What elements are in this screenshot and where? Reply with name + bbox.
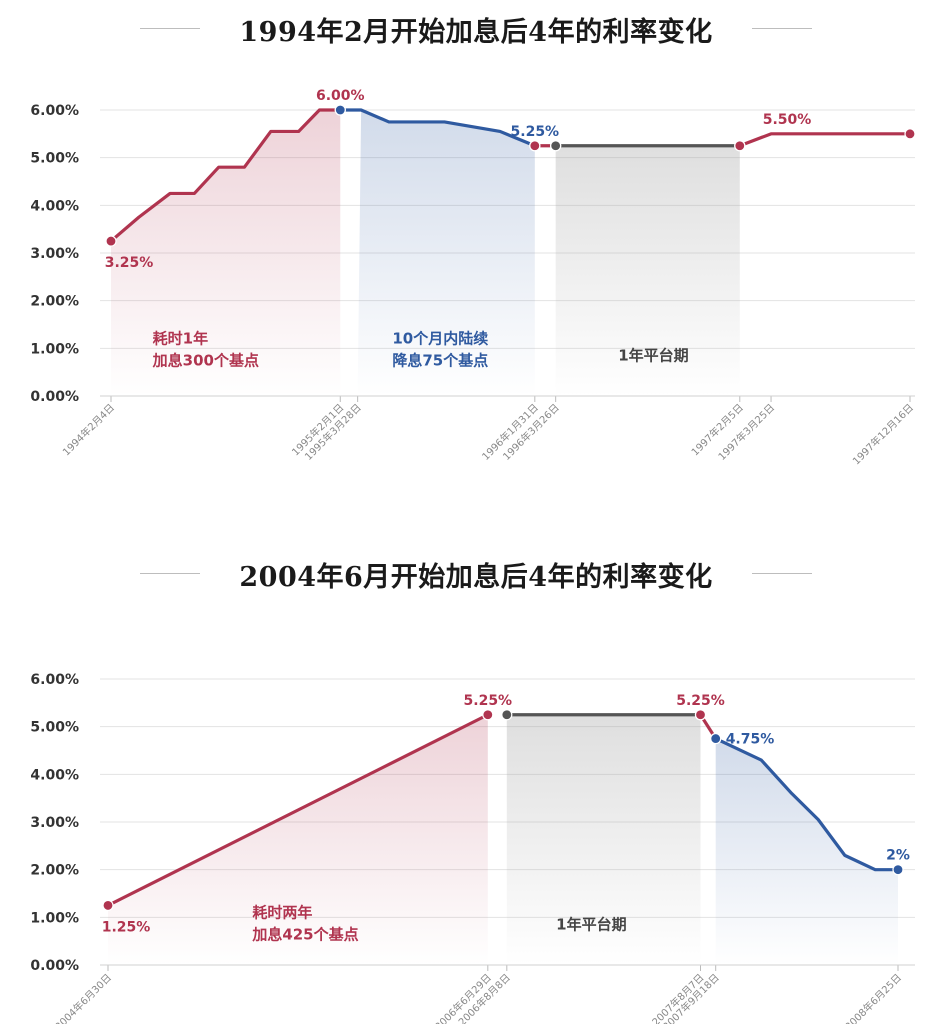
y-tick-label: 6.00% bbox=[30, 672, 79, 688]
data-label: 5.25% bbox=[676, 693, 725, 709]
data-label: 6.00% bbox=[316, 88, 365, 104]
x-tick-label: 2007年9月18日 bbox=[660, 971, 722, 1024]
data-point bbox=[102, 899, 114, 912]
y-tick-label: 4.00% bbox=[30, 198, 79, 214]
series-line-hike bbox=[109, 108, 341, 243]
annotation-text: 加息425个基点 bbox=[251, 925, 358, 943]
annotation-text: 10个月内陆续 bbox=[392, 330, 488, 348]
area-band-blue bbox=[715, 738, 898, 965]
data-point bbox=[105, 235, 117, 247]
data-label: 2% bbox=[886, 848, 910, 864]
data-point bbox=[710, 732, 722, 745]
data-point bbox=[904, 128, 916, 140]
y-tick-label: 5.00% bbox=[30, 720, 79, 736]
area-band-red bbox=[108, 714, 488, 965]
series-line-hike bbox=[107, 713, 489, 907]
x-tick-label: 1997年3月25日 bbox=[715, 401, 777, 463]
title-rule-right bbox=[752, 28, 812, 29]
annotation-text: 耗时两年 bbox=[252, 903, 312, 921]
y-tick-label: 4.00% bbox=[30, 767, 79, 783]
annotation-text: 1年平台期 bbox=[556, 915, 626, 933]
area-band-red bbox=[111, 110, 341, 396]
y-tick-label: 1.00% bbox=[30, 910, 79, 926]
data-point bbox=[334, 104, 346, 116]
rate-chart-2004: 0.00% 1.00% 2.00% 3.00% 4.00% 5.00% 6.00% 2004年… bbox=[30, 672, 915, 1024]
area-band-blue bbox=[357, 110, 535, 396]
data-label: 4.75% bbox=[726, 732, 775, 748]
y-tick-label: 3.00% bbox=[30, 815, 79, 831]
area-band-gray bbox=[506, 714, 701, 965]
data-label: 1.25% bbox=[102, 919, 151, 935]
x-tick-label: 2008年6月25日 bbox=[842, 971, 904, 1024]
data-label: 3.25% bbox=[105, 255, 154, 271]
data-point bbox=[694, 709, 707, 721]
x-tick-label: 1994年2月4日 bbox=[60, 401, 117, 458]
annotation-text: 1年平台期 bbox=[618, 346, 688, 364]
y-tick-label: 2.00% bbox=[30, 294, 79, 310]
y-tick-label: 0.00% bbox=[30, 958, 79, 974]
y-tick-label: 2.00% bbox=[30, 863, 79, 879]
chart-title-row: 1994年2月开始加息后4年的利率变化 bbox=[0, 8, 952, 48]
title-rule-right bbox=[752, 573, 812, 574]
series-line-hike2 bbox=[739, 132, 910, 148]
chart-title: 1994年2月开始加息后4年的利率变化 bbox=[239, 17, 713, 48]
series-line-cut bbox=[340, 108, 536, 148]
data-point bbox=[529, 140, 541, 152]
y-tick-label: 6.00% bbox=[30, 103, 79, 119]
y-tick-label: 1.00% bbox=[30, 341, 79, 357]
data-label: 5.50% bbox=[763, 112, 812, 128]
y-tick-label: 0.00% bbox=[30, 389, 79, 405]
chart-title: 2004年6月开始加息后4年的利率变化 bbox=[239, 562, 713, 593]
data-point bbox=[501, 709, 513, 721]
x-tick-label: 1997年12月16日 bbox=[850, 401, 916, 467]
data-point bbox=[892, 864, 904, 876]
data-point bbox=[482, 709, 494, 721]
data-label: 5.25% bbox=[511, 124, 560, 140]
y-tick-label: 3.00% bbox=[30, 246, 79, 262]
chart-title-row: 2004年6月开始加息后4年的利率变化 bbox=[0, 553, 952, 593]
chart-panel-2004: 2004年6月开始加息后4年的利率变化 0.00% 1.00% 2.00% 3.00%… bbox=[0, 545, 952, 1024]
data-point bbox=[734, 140, 746, 152]
annotation-text: 耗时1年 bbox=[153, 330, 208, 348]
annotation-text: 降息75个基点 bbox=[392, 352, 488, 370]
rate-chart-1994: 0.00% 1.00% 2.00% 3.00% 4.00% 5.00% 6.00% 1994年… bbox=[30, 88, 916, 467]
data-label: 5.25% bbox=[464, 693, 513, 709]
x-tick-label: 2004年6月30日 bbox=[52, 971, 114, 1024]
annotation-text: 加息300个基点 bbox=[152, 352, 259, 370]
chart-panel-1994: 1994年2月开始加息后4年的利率变化 0.00% 1.00% 2.00% 3.00%… bbox=[0, 0, 952, 510]
title-rule-left bbox=[140, 28, 200, 29]
data-point bbox=[550, 140, 562, 152]
y-tick-label: 5.00% bbox=[30, 151, 79, 167]
title-rule-left bbox=[140, 573, 200, 574]
area-band-gray bbox=[555, 145, 740, 396]
series-line-cut bbox=[715, 737, 898, 872]
